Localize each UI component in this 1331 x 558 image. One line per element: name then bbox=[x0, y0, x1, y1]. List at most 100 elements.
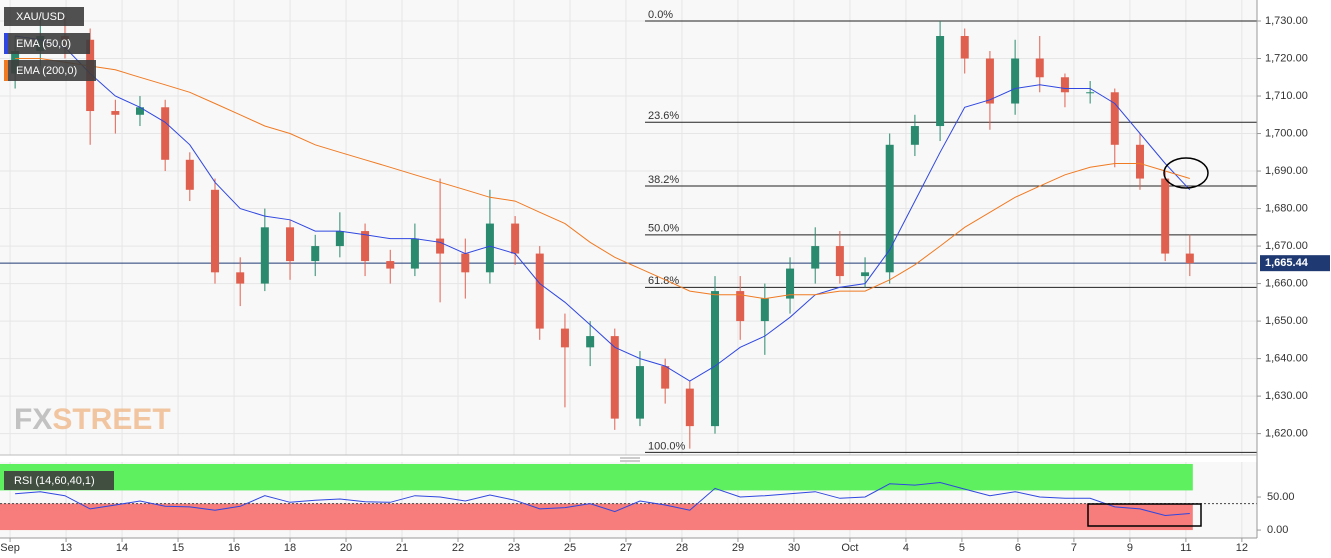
candle-body bbox=[910, 126, 919, 145]
candle-body bbox=[811, 246, 820, 269]
fib-label: 23.6% bbox=[648, 110, 679, 122]
y-tick-label: 1,690.00 bbox=[1265, 165, 1308, 177]
fib-label: 100.0% bbox=[648, 440, 686, 452]
y-tick-label: 1,680.00 bbox=[1265, 202, 1308, 214]
fib-label: 0.0% bbox=[648, 9, 673, 21]
candle-body bbox=[885, 144, 894, 273]
ema-line bbox=[15, 58, 1190, 300]
x-tick-label: 29 bbox=[732, 542, 744, 554]
watermark: FXSTREET bbox=[14, 403, 171, 436]
price-panel bbox=[0, 0, 1257, 455]
x-tick-label: 13 bbox=[60, 542, 72, 554]
y-tick-label: 1,620.00 bbox=[1265, 428, 1308, 440]
legend-label: EMA (50,0) bbox=[16, 38, 71, 50]
x-tick-label: 16 bbox=[228, 542, 240, 554]
x-tick-label: 30 bbox=[788, 542, 800, 554]
candle-body bbox=[1135, 144, 1144, 179]
fib-label: 61.8% bbox=[648, 275, 679, 287]
x-tick-label: 27 bbox=[620, 542, 632, 554]
candle-body bbox=[1086, 92, 1095, 94]
legend-box bbox=[4, 33, 90, 54]
rsi-line bbox=[15, 481, 1190, 517]
candle-body bbox=[236, 272, 245, 284]
candle-body bbox=[311, 246, 320, 262]
x-tick-label: 23 bbox=[508, 542, 520, 554]
legend-swatch bbox=[4, 60, 8, 81]
candle-body bbox=[661, 366, 670, 389]
x-tick-label: Oct bbox=[841, 542, 858, 554]
annotation-box bbox=[1087, 503, 1202, 527]
y-tick-label: 1,720.00 bbox=[1265, 52, 1308, 64]
candle-body bbox=[410, 238, 419, 269]
watermark-street: STREET bbox=[52, 403, 170, 436]
candle-body bbox=[436, 238, 445, 254]
candle-body bbox=[711, 291, 720, 427]
candle-body bbox=[485, 223, 494, 273]
candle-body bbox=[760, 298, 769, 322]
x-tick-label: 15 bbox=[172, 542, 184, 554]
fib-label: 50.0% bbox=[648, 223, 679, 235]
rsi-title: RSI (14,60,40,1) bbox=[14, 475, 95, 487]
legend-box bbox=[4, 7, 84, 26]
candle-body bbox=[1161, 178, 1170, 254]
y-tick-label: 1,670.00 bbox=[1265, 240, 1308, 252]
legend-swatch bbox=[4, 33, 8, 54]
annotation-circle bbox=[1163, 157, 1209, 189]
y-tick-label: 1,660.00 bbox=[1265, 277, 1308, 289]
legend-label: XAU/USD bbox=[16, 11, 65, 23]
rsi-lower-zone bbox=[0, 503, 1193, 531]
x-tick-label: 7 bbox=[1071, 542, 1077, 554]
candle-body bbox=[511, 223, 520, 254]
candle-body bbox=[211, 189, 220, 273]
x-tick-label: 20 bbox=[340, 542, 352, 554]
candle-body bbox=[161, 107, 170, 160]
ema-line bbox=[15, 35, 1191, 382]
x-tick-label: 12 bbox=[1236, 542, 1248, 554]
watermark-fx: FX bbox=[14, 403, 52, 436]
x-tick-label: Sep bbox=[0, 542, 20, 554]
fib-label: 38.2% bbox=[648, 174, 679, 186]
x-tick-label: 22 bbox=[452, 542, 464, 554]
candle-body bbox=[1011, 58, 1020, 104]
candle-body bbox=[461, 253, 470, 273]
candle-body bbox=[111, 111, 120, 115]
y-tick-label: 1,640.00 bbox=[1265, 353, 1308, 365]
candle-body bbox=[386, 261, 395, 269]
x-tick-label: 6 bbox=[1015, 542, 1021, 554]
x-tick-label: 11 bbox=[1180, 542, 1191, 554]
candle-body bbox=[335, 231, 344, 247]
legend-box bbox=[4, 471, 114, 490]
y-tick-label: 1,650.00 bbox=[1265, 315, 1308, 327]
x-tick-label: 14 bbox=[116, 542, 128, 554]
candle-body bbox=[135, 107, 144, 115]
x-tick-label: 5 bbox=[959, 542, 965, 554]
candle-body bbox=[286, 227, 295, 262]
candle-body bbox=[1035, 58, 1044, 78]
candle-body bbox=[361, 231, 370, 262]
y-tick-label: 1,730.00 bbox=[1265, 15, 1308, 27]
candle-body bbox=[736, 291, 745, 322]
candle-body bbox=[1185, 253, 1194, 264]
rsi-upper-zone bbox=[0, 463, 1193, 491]
candle-body bbox=[560, 328, 569, 348]
x-tick-label: 18 bbox=[284, 542, 296, 554]
last-price-label: 1,665.44 bbox=[1265, 257, 1309, 269]
rsi-tick-label: 50.00 bbox=[1267, 491, 1295, 503]
candle-body bbox=[685, 388, 694, 427]
candle-body bbox=[985, 58, 994, 104]
candle-body bbox=[610, 336, 619, 419]
x-tick-label: 28 bbox=[676, 542, 688, 554]
y-tick-label: 1,710.00 bbox=[1265, 90, 1308, 102]
candle-body bbox=[586, 336, 595, 348]
candle-body bbox=[635, 366, 644, 419]
y-tick-label: 1,630.00 bbox=[1265, 390, 1308, 402]
candle-body bbox=[786, 268, 795, 299]
legend-label: EMA (200,0) bbox=[16, 65, 77, 77]
candle-body bbox=[936, 36, 945, 127]
candle-body bbox=[535, 253, 544, 329]
candle-body bbox=[260, 227, 269, 284]
legend-box bbox=[4, 60, 96, 81]
candle-body bbox=[1110, 92, 1119, 145]
candle-body bbox=[835, 246, 844, 277]
